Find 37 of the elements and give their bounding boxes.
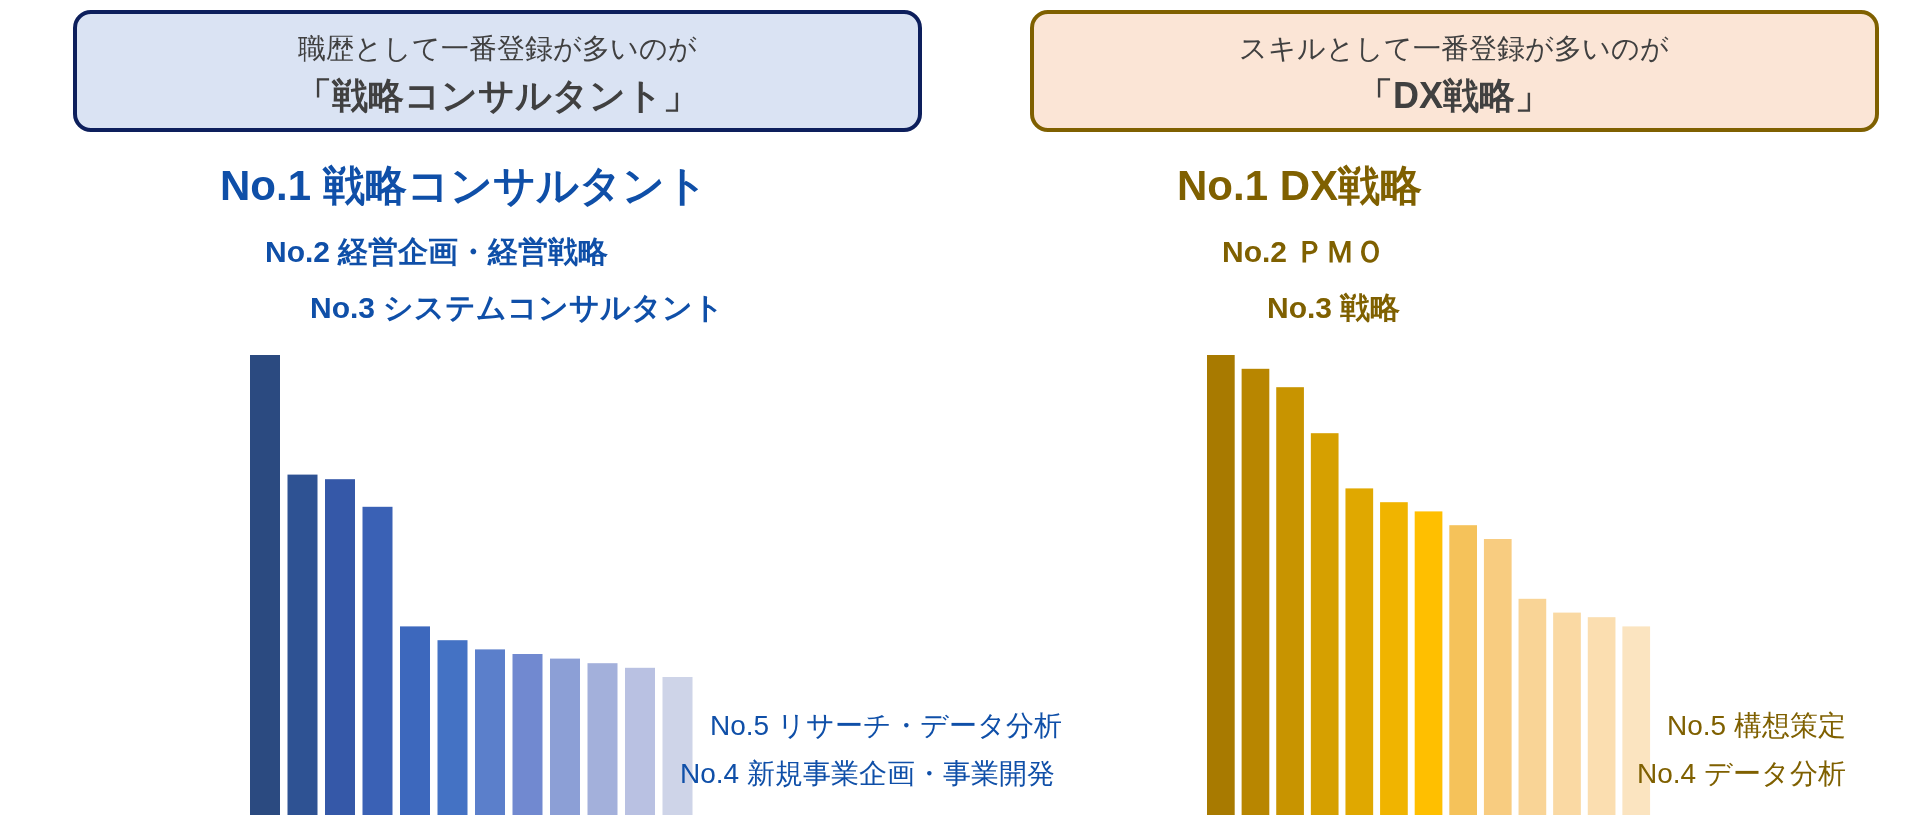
chart-title: スキルとして一番登録が多いのが: [1239, 33, 1669, 64]
text: No.1 戦略コンサルタント: [220, 162, 708, 209]
chart-title: 職歴として一番登録が多いのが: [297, 33, 697, 64]
text: No.5 構想策定: [1667, 710, 1846, 741]
bar: [625, 667, 655, 815]
text: No.2 経営企画・経営戦略: [265, 235, 609, 268]
annotation: No.4 新規事業企画・事業開発: [680, 758, 1055, 789]
bar: [587, 663, 618, 815]
bar: [475, 649, 505, 815]
annotation: No.4 データ分析: [1637, 758, 1846, 789]
bar: [400, 626, 430, 815]
bar: [287, 474, 318, 815]
chart-subtitle: 「DX戦略」: [1356, 75, 1552, 116]
bar: [550, 658, 580, 815]
bar: [1310, 433, 1339, 815]
bar: [325, 479, 355, 815]
bar: [1241, 368, 1270, 815]
bar: [512, 654, 543, 815]
bar: [1553, 612, 1581, 815]
bar: [1587, 617, 1616, 815]
bar: [437, 640, 468, 815]
bar: [1483, 539, 1512, 815]
bar: [1518, 598, 1547, 815]
bar: [1207, 355, 1235, 815]
bar: [1449, 525, 1477, 815]
bar: [1276, 387, 1304, 815]
text: No.2 ＰＭＯ: [1222, 235, 1386, 268]
bar: [362, 506, 393, 815]
bar: [1414, 511, 1443, 815]
bar: [250, 355, 280, 815]
bar: [1345, 488, 1374, 815]
text: No.5 リサーチ・データ分析: [710, 710, 1062, 741]
chart-subtitle: 「戦略コンサルタント」: [295, 75, 699, 116]
text: No.3 戦略: [1267, 291, 1401, 324]
text: No.1 DX戦略: [1177, 162, 1423, 209]
bar: [1380, 502, 1408, 815]
text: No.3 システムコンサルタント: [310, 291, 725, 324]
